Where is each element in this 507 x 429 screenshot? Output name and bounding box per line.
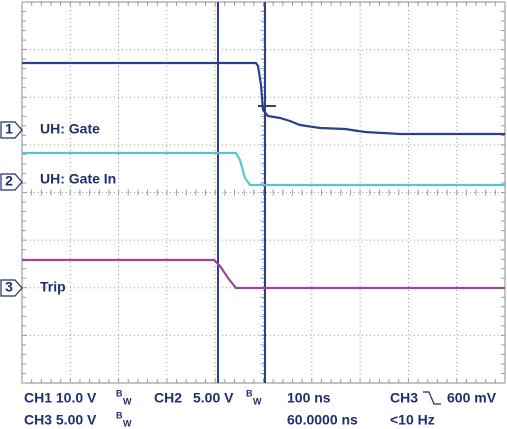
trace-label: Trip [40,279,66,295]
bw-b: B [246,388,253,398]
bw-w: W [123,418,132,428]
ch3-scale: CH3 5.00 V [24,412,97,428]
bw-w: W [123,396,132,406]
bw-w: W [253,396,262,406]
marker-label: 2 [5,173,13,189]
bw-b: B [116,388,123,398]
trigger-level: 600 mV [447,390,497,406]
ch2-scale: 5.00 V [193,390,234,406]
bw-b: B [116,410,123,420]
marker-shape [0,173,23,191]
marker-shape [0,279,23,297]
ch2-label: CH2 [154,390,182,406]
graticule [21,1,506,384]
trace-ch2 [22,151,505,187]
frequency: <10 Hz [390,412,435,428]
timebase: 100 ns [287,390,331,406]
trace-label: UH: Gate In [40,171,116,187]
marker-label: 3 [5,279,13,295]
trace-label: UH: Gate [40,121,100,137]
channel-markers: 1 2 3 [0,121,23,297]
trigger-source: CH3 [390,390,418,406]
position: 60.0000 ns [287,412,358,428]
ch1-scale: CH1 10.0 V [24,390,97,406]
trace-ch1 [22,61,505,136]
trigger-slope [423,391,441,405]
marker-shape [0,121,23,139]
trace-ch3 [22,258,505,290]
marker-label: 1 [5,121,13,137]
readout: CH1 10.0 V B W CH2 5.00 V B W 100 ns CH3… [24,388,497,428]
